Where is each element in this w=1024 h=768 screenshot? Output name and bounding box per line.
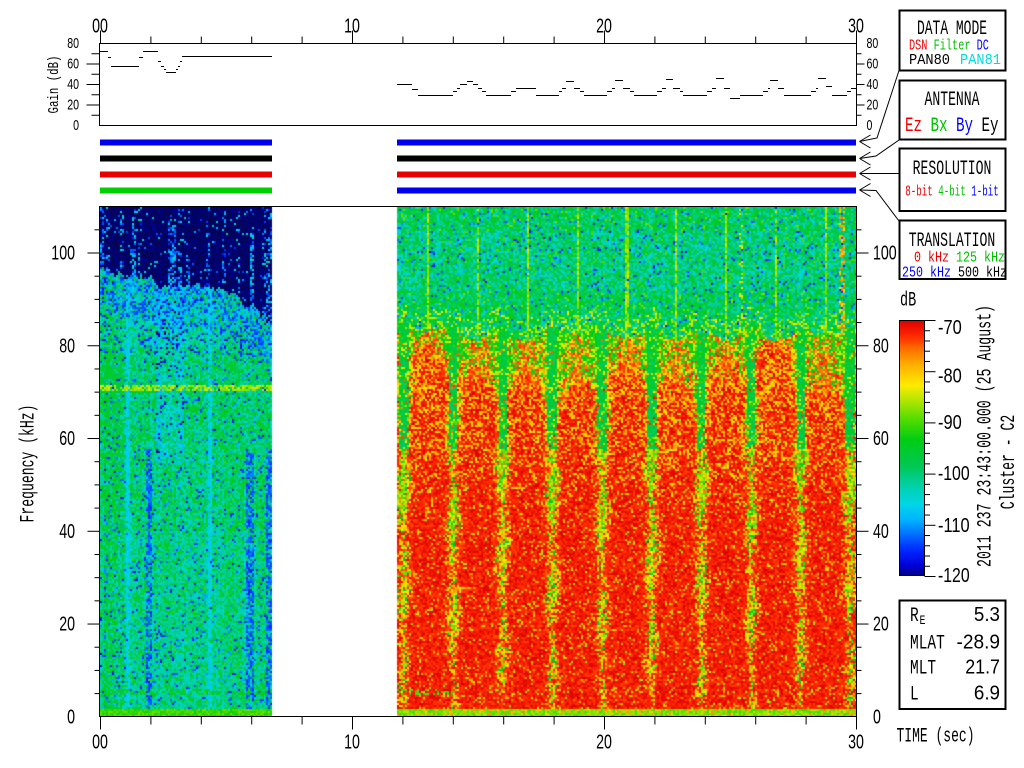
svg-text:125 kHz: 125 kHz [956,251,1005,267]
svg-text:Gain (dB): Gain (dB) [46,56,63,114]
svg-text:By: By [956,115,973,138]
svg-text:8-bit: 8-bit [905,185,933,201]
svg-text:PAN81: PAN81 [960,53,1001,69]
svg-text:20: 20 [67,97,79,114]
svg-text:60: 60 [59,427,75,450]
svg-text:60: 60 [873,427,889,450]
svg-text:30: 30 [848,15,864,38]
svg-text:DC: DC [977,39,990,55]
svg-text:-90: -90 [938,411,962,434]
svg-text:80: 80 [59,334,75,357]
svg-text:20: 20 [596,15,612,38]
svg-text:E: E [920,613,926,628]
svg-text:-70: -70 [938,316,962,339]
svg-text:6.9: 6.9 [974,683,1000,705]
svg-text:Ey: Ey [982,115,999,138]
svg-text:40: 40 [867,76,879,93]
svg-text:MLT: MLT [910,658,936,681]
svg-text:Cluster - C2: Cluster - C2 [998,415,1021,510]
svg-text:PAN80: PAN80 [909,53,950,69]
svg-text:dB: dB [900,290,916,313]
svg-text:-28.9: -28.9 [957,632,1001,654]
svg-text:DSN: DSN [909,39,927,55]
svg-text:20: 20 [873,613,889,636]
svg-text:ANTENNA: ANTENNA [925,89,980,112]
svg-text:0: 0 [67,706,75,729]
svg-text:1-bit: 1-bit [971,185,999,201]
svg-text:00: 00 [92,15,108,38]
svg-text:20: 20 [59,613,75,636]
svg-text:40: 40 [59,520,75,543]
svg-text:10: 10 [344,731,360,754]
svg-text:80: 80 [873,334,889,357]
svg-text:-80: -80 [938,365,962,388]
svg-text:Frequency (kHz): Frequency (kHz) [18,405,41,523]
svg-text:40: 40 [873,520,889,543]
svg-text:Ez: Ez [905,115,922,138]
svg-text:L: L [910,684,919,707]
svg-text:R: R [910,605,919,628]
svg-text:20: 20 [596,731,612,754]
svg-text:RESOLUTION: RESOLUTION [913,158,992,181]
svg-text:21.7: 21.7 [965,657,1000,679]
svg-text:TIME (sec): TIME (sec) [897,726,975,749]
svg-text:60: 60 [67,56,79,73]
svg-text:100: 100 [51,242,75,265]
svg-text:0: 0 [73,117,79,134]
svg-text:100: 100 [873,242,897,265]
svg-text:4-bit: 4-bit [938,185,966,201]
svg-text:0: 0 [867,117,873,134]
svg-text:0: 0 [873,706,881,729]
svg-text:0 kHz: 0 kHz [914,251,949,267]
svg-text:10: 10 [344,15,360,38]
svg-text:00: 00 [92,731,108,754]
svg-text:DATA MODE: DATA MODE [917,18,987,41]
svg-text:5.3: 5.3 [974,604,1000,626]
svg-text:20: 20 [867,97,879,114]
svg-text:80: 80 [67,35,79,52]
svg-text:MLAT: MLAT [910,633,945,656]
svg-text:Bx: Bx [931,115,948,138]
svg-text:-100: -100 [938,462,970,485]
svg-text:40: 40 [67,76,79,93]
svg-text:30: 30 [848,731,864,754]
svg-text:Filter: Filter [934,39,971,55]
svg-text:500 kHz: 500 kHz [958,266,1007,282]
svg-text:-110: -110 [938,514,970,537]
svg-text:80: 80 [867,35,879,52]
svg-text:60: 60 [867,56,879,73]
svg-text:-120: -120 [938,564,970,587]
svg-text:TRANSLATION: TRANSLATION [909,230,996,253]
svg-text:250 kHz: 250 kHz [902,266,951,282]
svg-text:2011 237 23:43:00.000 (25 Augu: 2011 237 23:43:00.000 (25 August) [975,305,998,567]
